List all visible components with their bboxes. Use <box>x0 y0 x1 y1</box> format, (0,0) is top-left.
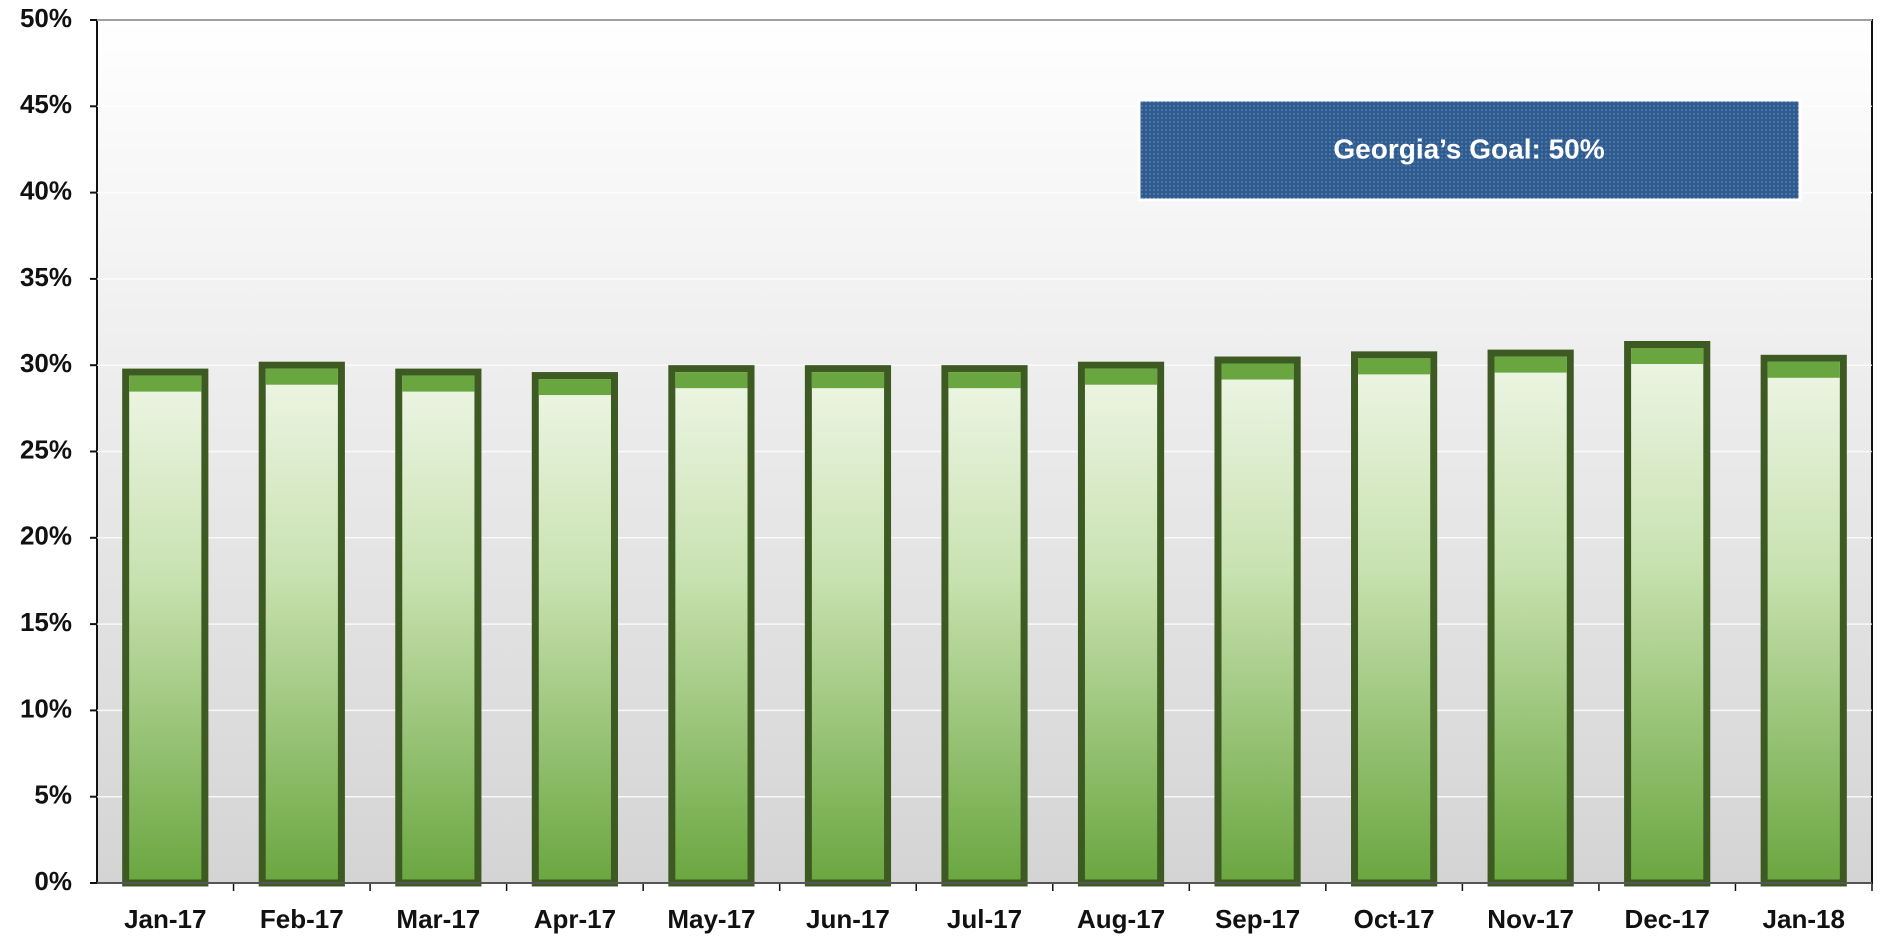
bar <box>804 365 892 887</box>
y-tick-label: 45% <box>20 89 72 119</box>
x-tick-label: Jul-17 <box>947 904 1022 934</box>
x-tick-label: Oct-17 <box>1354 904 1435 934</box>
bar <box>531 372 618 887</box>
bar-cap <box>129 375 202 392</box>
x-tick-label: Sep-17 <box>1215 904 1300 934</box>
y-tick-label: 0% <box>34 866 72 896</box>
y-tick-label: 35% <box>20 262 72 292</box>
bar-cap <box>675 372 748 389</box>
bar <box>258 361 345 887</box>
x-tick-label: Jun-17 <box>806 904 890 934</box>
x-tick-label: May-17 <box>667 904 755 934</box>
bar-cap <box>1767 361 1840 378</box>
bar <box>1351 351 1438 887</box>
bar <box>395 368 482 887</box>
bar-cap <box>538 379 611 396</box>
bar-cap <box>402 375 475 392</box>
x-tick-label: Jan-17 <box>124 904 206 934</box>
bar-cap <box>948 372 1021 389</box>
bar <box>1624 340 1711 887</box>
bar <box>1760 354 1847 887</box>
y-tick-label: 20% <box>20 521 72 551</box>
x-tick-label: Dec-17 <box>1625 904 1710 934</box>
y-tick-label: 10% <box>20 693 72 723</box>
goal-box <box>1137 98 1802 202</box>
bar <box>1077 361 1165 887</box>
x-tick-label: Mar-17 <box>396 904 480 934</box>
bar-cap <box>265 368 338 385</box>
y-tick-label: 5% <box>34 780 72 810</box>
bar <box>1214 356 1301 887</box>
bar <box>122 368 209 887</box>
y-tick-label: 50% <box>20 3 72 33</box>
bar-cap <box>1631 347 1704 364</box>
x-tick-label: Aug-17 <box>1077 904 1165 934</box>
bar <box>941 365 1028 887</box>
bar <box>668 365 755 887</box>
y-tick-label: 30% <box>20 348 72 378</box>
bar-cap <box>1221 363 1294 380</box>
bar-cap <box>1358 358 1431 375</box>
bar-cap <box>1084 368 1158 385</box>
y-tick-label: 15% <box>20 607 72 637</box>
x-tick-label: Jan-18 <box>1763 904 1845 934</box>
y-tick-label: 40% <box>20 175 72 205</box>
x-tick-label: Nov-17 <box>1487 904 1574 934</box>
x-tick-label: Apr-17 <box>534 904 616 934</box>
y-tick-label: 25% <box>20 434 72 464</box>
x-tick-label: Feb-17 <box>260 904 344 934</box>
bar <box>1487 349 1574 887</box>
bar-cap <box>811 372 885 389</box>
bar-cap <box>1494 356 1567 373</box>
annotation: Georgia’s Goal: 50% <box>1333 133 1604 164</box>
